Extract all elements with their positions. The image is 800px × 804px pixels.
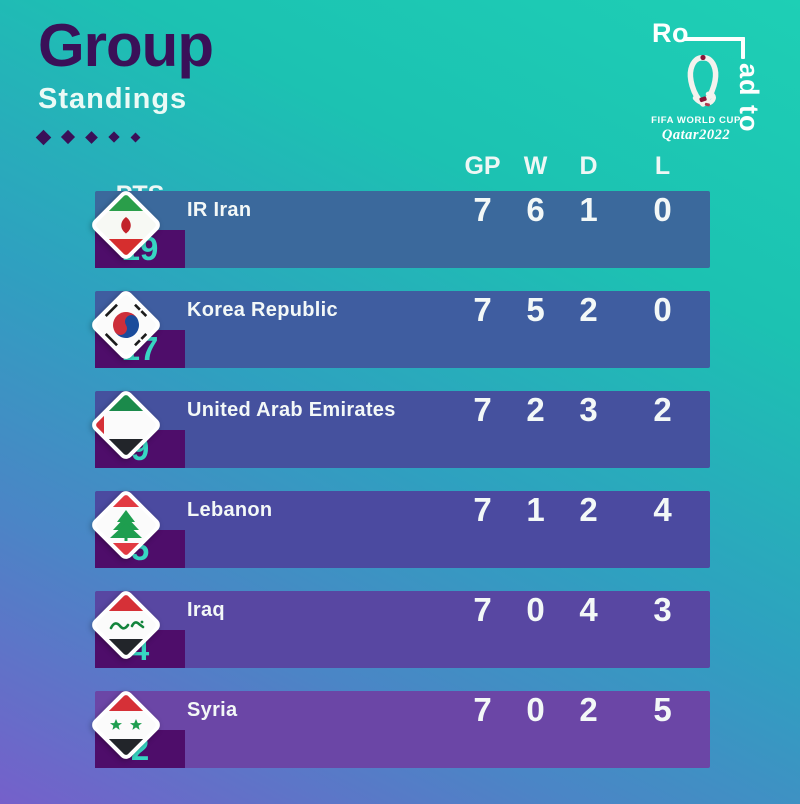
stat-l: 2 (653, 391, 672, 429)
road-to-connector-line-horizontal (684, 37, 745, 41)
title-block: Group Standings (35, 12, 214, 145)
flag-cell (89, 488, 185, 562)
stat-l: 5 (653, 691, 672, 729)
team-name: United Arab Emirates (187, 398, 396, 421)
fifa-world-cup-text: FIFA WORLD CUP (651, 115, 741, 126)
diamond-bullet-icon (35, 129, 52, 145)
stat-d: 4 (579, 591, 598, 629)
stat-w: 0 (526, 591, 545, 629)
column-header-w: W (523, 152, 548, 180)
road-to-text-horizontal: Ro (652, 18, 689, 48)
flag-cell (89, 388, 185, 462)
flag-cell (89, 288, 185, 362)
column-header-gp: GP (464, 152, 501, 180)
column-header-d: D (579, 152, 598, 180)
stat-w: 6 (526, 191, 545, 229)
stat-gp: 7 (473, 291, 492, 329)
stat-gp: 7 (473, 191, 492, 229)
flag-cell (89, 588, 185, 662)
column-header-l: L (654, 152, 671, 180)
team-name: Iraq (187, 598, 225, 621)
stat-l: 3 (653, 591, 672, 629)
diamond-bullet-icon (130, 132, 141, 142)
page-title: Group (38, 12, 214, 79)
flag-cell (89, 188, 185, 262)
standings-table: GP W D L PTS IR Iran 7 6 1 0 19 (89, 152, 710, 768)
road-to-connector-line-vertical (741, 37, 745, 59)
stat-d: 3 (579, 391, 598, 429)
stat-gp: 7 (473, 491, 492, 529)
table-row: Syria 7 0 2 5 2 (89, 688, 710, 768)
table-row: Lebanon 7 1 2 4 5 (89, 488, 710, 568)
stat-l: 0 (653, 191, 672, 229)
stat-gp: 7 (473, 691, 492, 729)
team-name: Syria (187, 698, 238, 721)
road-to-text-vertical: ad to (734, 63, 764, 133)
table-row: IR Iran 7 6 1 0 19 (89, 188, 710, 268)
stat-w: 0 (526, 691, 545, 729)
qatar-2022-text: Qatar2022 (661, 127, 731, 143)
stat-d: 1 (579, 191, 598, 229)
diamond-bullet-icon (60, 129, 76, 145)
stat-d: 2 (579, 291, 598, 329)
team-name: Lebanon (187, 498, 273, 521)
stat-d: 2 (579, 491, 598, 529)
table-row: United Arab Emirates 7 2 3 2 9 (89, 388, 710, 468)
title-decoration-diamonds (35, 129, 213, 145)
fifa-world-cup-wordmark: FIFA WORLD CUP Qatar2022 (640, 115, 752, 144)
stat-l: 4 (653, 491, 672, 529)
stat-d: 2 (579, 691, 598, 729)
table-row: Korea Republic 7 5 2 0 17 (89, 288, 710, 368)
stat-w: 5 (526, 291, 545, 329)
page-subtitle: Standings (38, 83, 188, 115)
diamond-bullet-icon (108, 131, 120, 143)
qatar-2022-emblem-icon (687, 54, 719, 107)
table-row: Iraq 7 0 4 3 4 (89, 588, 710, 668)
stat-gp: 7 (473, 391, 492, 429)
table-header-row: GP W D L PTS (95, 152, 710, 209)
flag-cell (89, 688, 185, 762)
diamond-bullet-icon (85, 130, 98, 144)
team-name: Korea Republic (187, 298, 338, 321)
stat-gp: 7 (473, 591, 492, 629)
stat-w: 2 (526, 391, 545, 429)
stat-l: 0 (653, 291, 672, 329)
team-name: IR Iran (187, 198, 252, 221)
stat-w: 1 (526, 491, 545, 529)
